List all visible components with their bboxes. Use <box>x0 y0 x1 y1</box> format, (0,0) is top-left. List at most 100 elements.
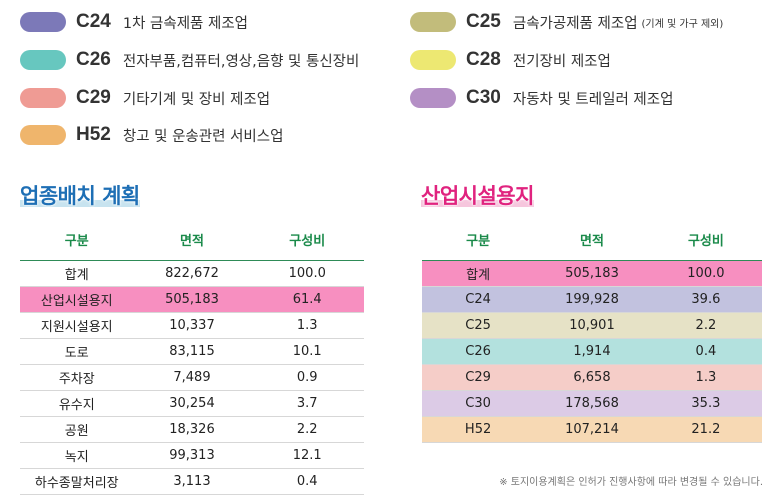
column-header: 구성비 <box>649 218 762 261</box>
legend-item-h52: H52 창고 및 운송관련 서비스업 <box>20 121 283 149</box>
legend-code: C29 <box>76 87 111 108</box>
legend-item-c25: C25 금속가공제품 제조업 (기계 및 가구 제외) <box>410 8 723 36</box>
legend-code: C30 <box>466 87 501 108</box>
legend-item-c29: C29 기타기계 및 장비 제조업 <box>20 84 270 112</box>
table-header-row: 구분 면적 구성비 <box>422 218 762 261</box>
plan-table: 구분 면적 구성비 합계 822,672 100.0 산업시설용지 505,18… <box>20 218 364 495</box>
table-row: 녹지 99,313 12.1 <box>20 442 364 469</box>
table-row-c25: C25 10,901 2.2 <box>422 312 762 339</box>
table-cell: 0.4 <box>649 338 762 365</box>
legend-label: 전기장비 제조업 <box>512 53 611 70</box>
legend-label: 자동차 및 트레일러 제조업 <box>512 91 674 108</box>
table-cell: 합계 <box>422 260 535 287</box>
table-row-c29: C29 6,658 1.3 <box>422 364 762 391</box>
table-cell: 199,928 <box>534 286 650 313</box>
table-cell: H52 <box>422 416 535 443</box>
table-cell: 822,672 <box>133 260 251 287</box>
table-cell: C25 <box>422 312 535 339</box>
table-row: 합계 822,672 100.0 <box>20 260 364 287</box>
legend-item-c26: C26 전자부품,컴퓨터,영상,음향 및 통신장비 <box>20 46 359 74</box>
table-cell: 2.2 <box>649 312 762 339</box>
table-cell: 10,337 <box>133 312 251 339</box>
table-cell: 178,568 <box>534 390 650 417</box>
table-header-row: 구분 면적 구성비 <box>20 218 364 261</box>
table-cell: 18,326 <box>133 416 251 443</box>
column-header: 면적 <box>133 218 251 261</box>
legend-code: C28 <box>466 49 501 70</box>
table-cell: C24 <box>422 286 535 313</box>
legend-swatch-c29 <box>20 88 66 108</box>
legend-code: C25 <box>466 11 501 32</box>
table-cell: 6,658 <box>534 364 650 391</box>
legend-swatch-c24 <box>20 12 66 32</box>
legend-swatch-h52 <box>20 125 66 145</box>
table-cell: 2.2 <box>250 416 364 443</box>
table-cell: 합계 <box>20 260 134 287</box>
table-row-c30: C30 178,568 35.3 <box>422 390 762 417</box>
table-cell: 35.3 <box>649 390 762 417</box>
footnote: ※ 토지이용계획은 인허가 진행사항에 따라 변경될 수 있습니다. <box>499 477 763 488</box>
legend-label: 전자부품,컴퓨터,영상,음향 및 통신장비 <box>122 53 360 70</box>
table-cell: 지원시설용지 <box>20 312 134 339</box>
table-cell: C29 <box>422 364 535 391</box>
table-cell: 107,214 <box>534 416 650 443</box>
table-cell: 21.2 <box>649 416 762 443</box>
legend-label: 금속가공제품 제조업 <box>512 15 638 32</box>
legend-note: (기계 및 가구 제외) <box>641 18 724 30</box>
legend-item-c28: C28 전기장비 제조업 <box>410 46 611 74</box>
table-cell: 505,183 <box>133 286 251 313</box>
table-cell: 83,115 <box>133 338 251 365</box>
column-header: 구분 <box>20 218 134 261</box>
table-cell: 하수종말처리장 <box>20 468 134 495</box>
table-cell: 99,313 <box>133 442 251 469</box>
table-cell: 10.1 <box>250 338 364 365</box>
table-cell: 1.3 <box>649 364 762 391</box>
industrial-title: 산업시설용지 <box>421 180 534 210</box>
legend-swatch-c25 <box>410 12 456 32</box>
table-cell: 100.0 <box>250 260 364 287</box>
table-row-highlighted: 산업시설용지 505,183 61.4 <box>20 286 364 313</box>
table-row: 유수지 30,254 3.7 <box>20 390 364 417</box>
table-cell: 7,489 <box>133 364 251 391</box>
table-cell: C30 <box>422 390 535 417</box>
table-cell: 3,113 <box>133 468 251 495</box>
table-cell: 505,183 <box>534 260 650 287</box>
table-cell: 3.7 <box>250 390 364 417</box>
column-header: 구분 <box>422 218 535 261</box>
table-cell: 12.1 <box>250 442 364 469</box>
legend-item-c30: C30 자동차 및 트레일러 제조업 <box>410 84 673 112</box>
table-cell: 1,914 <box>534 338 650 365</box>
column-header: 구성비 <box>250 218 364 261</box>
table-row: 공원 18,326 2.2 <box>20 416 364 443</box>
legend-code: C24 <box>76 11 111 32</box>
table-cell: 100.0 <box>649 260 762 287</box>
table-cell: 61.4 <box>250 286 364 313</box>
table-cell: 주차장 <box>20 364 134 391</box>
table-cell: 녹지 <box>20 442 134 469</box>
table-cell: 0.9 <box>250 364 364 391</box>
table-cell: 공원 <box>20 416 134 443</box>
legend-item-c24: C24 1차 금속제품 제조업 <box>20 8 248 36</box>
table-cell: 0.4 <box>250 468 364 495</box>
table-cell: 30,254 <box>133 390 251 417</box>
table-cell: 39.6 <box>649 286 762 313</box>
table-row-c26: C26 1,914 0.4 <box>422 338 762 365</box>
table-cell: C26 <box>422 338 535 365</box>
legend-code: C26 <box>76 49 111 70</box>
table-row: 주차장 7,489 0.9 <box>20 364 364 391</box>
plan-title: 업종배치 계획 <box>20 180 140 210</box>
table-row-total: 합계 505,183 100.0 <box>422 260 762 287</box>
legend-swatch-c30 <box>410 88 456 108</box>
legend-label: 1차 금속제품 제조업 <box>122 15 249 32</box>
legend-swatch-c28 <box>410 50 456 70</box>
legend-code: H52 <box>76 124 111 145</box>
legend-swatch-c26 <box>20 50 66 70</box>
industrial-table: 구분 면적 구성비 합계 505,183 100.0 C24 199,928 3… <box>422 218 762 443</box>
legend-label: 기타기계 및 장비 제조업 <box>122 91 271 108</box>
table-row: 하수종말처리장 3,113 0.4 <box>20 468 364 495</box>
table-cell: 산업시설용지 <box>20 286 134 313</box>
table-row: 지원시설용지 10,337 1.3 <box>20 312 364 339</box>
table-cell: 유수지 <box>20 390 134 417</box>
table-row-c24: C24 199,928 39.6 <box>422 286 762 313</box>
legend-label: 창고 및 운송관련 서비스업 <box>122 128 284 145</box>
